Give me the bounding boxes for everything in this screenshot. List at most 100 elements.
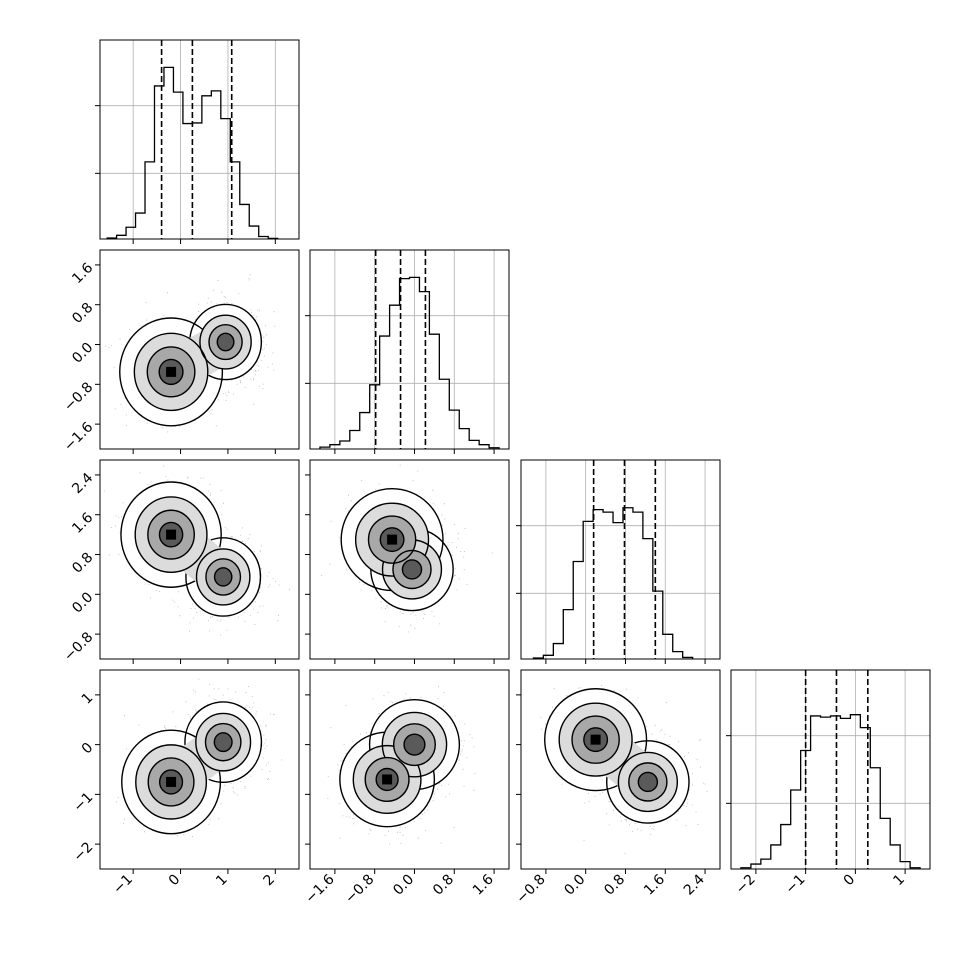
contour-line (216, 332, 235, 352)
contour-line (354, 502, 430, 577)
contour-line (147, 509, 195, 560)
x-tick-label: 2 (261, 872, 279, 890)
panel-background (731, 670, 930, 869)
x-tick-label: −1 (110, 872, 136, 898)
y-tick-label: −2 (70, 839, 96, 865)
histogram-step-line (532, 507, 694, 659)
contour-line (208, 323, 243, 361)
x-tick-label: 2.4 (681, 871, 708, 898)
panel-content (116, 678, 283, 837)
panel-content (104, 274, 276, 433)
panel-frame (520, 459, 721, 660)
histogram-step-line (319, 276, 500, 449)
contour-line (628, 762, 668, 802)
contour-line (204, 722, 242, 762)
contour-line (158, 521, 184, 548)
y-tick-label: 1.6 (69, 510, 96, 537)
contour-line (195, 548, 251, 606)
contour-line (199, 314, 252, 370)
x-tick-label: 0.8 (430, 872, 457, 899)
x-tick-label: 0.0 (390, 872, 417, 899)
x-tick-label: 1.6 (641, 871, 668, 898)
contour-line (571, 715, 620, 764)
joint-panel-3-2 (516, 669, 721, 874)
x-tick-label: −2 (733, 872, 759, 898)
contour-line (364, 756, 410, 803)
panel-background (521, 460, 720, 659)
x-tick-label: 0.0 (561, 872, 588, 899)
density-level (402, 559, 422, 579)
x-tick-label: 1 (213, 872, 231, 890)
panel-frame (520, 669, 721, 870)
density-peak (166, 366, 177, 377)
x-tick-label: −1.6 (302, 871, 337, 906)
panel-frame (309, 459, 510, 660)
panel-frame (309, 669, 510, 870)
x-tick-label: 1.6 (470, 871, 497, 898)
x-tick-label: 0 (166, 872, 184, 890)
panel-content (321, 464, 493, 633)
contour-line (158, 769, 184, 795)
contour-line (558, 702, 633, 777)
y-tick-label: −0.8 (61, 629, 96, 664)
density-peak (590, 734, 601, 745)
panel-frame (309, 249, 510, 450)
panel-frame (99, 459, 300, 660)
contour-line (401, 559, 423, 580)
contour-line (120, 481, 222, 588)
contour-line (133, 332, 209, 412)
panel-background (100, 40, 299, 239)
contour-line (195, 712, 252, 772)
contour-line (367, 515, 417, 564)
contour-line (617, 751, 679, 813)
contour-line (213, 567, 233, 587)
contour-line (392, 549, 432, 590)
contour-line (205, 558, 242, 596)
x-tick-label: −1 (783, 872, 809, 898)
histogram-panel-0 (95, 39, 300, 240)
contour-line (135, 744, 208, 820)
contour-line (146, 346, 196, 398)
panel-frame (99, 39, 300, 240)
corner-panels: −1 0 1 2 −1.6 −0.8 0.0 0.8 1.6 −0.8 0.0 0.8 1.6 2.4 −2… (61, 39, 931, 907)
contour-line (606, 740, 690, 824)
joint-panel-3-1 (305, 669, 510, 874)
x-tick-label: 1 (890, 872, 908, 890)
contour-line (185, 537, 262, 617)
y-tick-label: 0.0 (69, 340, 96, 367)
y-tick-label: −0.8 (61, 379, 96, 414)
panel-content (540, 685, 708, 854)
contour-line (119, 317, 224, 427)
contour-line (134, 496, 208, 573)
y-tick-label: −1.6 (61, 419, 96, 454)
panel-content (327, 686, 476, 845)
panel-content (103, 465, 299, 636)
contour-line (544, 688, 648, 792)
density-peak (166, 529, 177, 540)
contour-line (184, 701, 263, 783)
density-level (214, 732, 233, 752)
x-tick-label: −0.8 (342, 872, 377, 907)
joint-panel-3-0 (95, 669, 300, 874)
histogram-panel-1 (305, 249, 510, 450)
y-tick-label: −1 (70, 789, 96, 815)
y-tick-label: 0.8 (69, 550, 96, 577)
joint-panel-2-0 (95, 459, 300, 664)
density-level (638, 772, 658, 792)
density-level (404, 734, 425, 756)
contour-line (379, 527, 405, 553)
panel-frame (99, 669, 300, 870)
panel-frame (730, 669, 931, 870)
scatter-points (103, 465, 299, 636)
panel-background (310, 250, 509, 449)
density-level (214, 567, 232, 586)
contour-line (375, 767, 399, 792)
joint-panel-1-0 (95, 249, 300, 454)
contour-line (392, 723, 436, 767)
density-peak (166, 776, 177, 787)
y-tick-label: 1.6 (69, 260, 96, 287)
contour-line (381, 711, 448, 778)
contour-line (158, 358, 184, 386)
y-tick-label: 0.0 (69, 589, 96, 616)
